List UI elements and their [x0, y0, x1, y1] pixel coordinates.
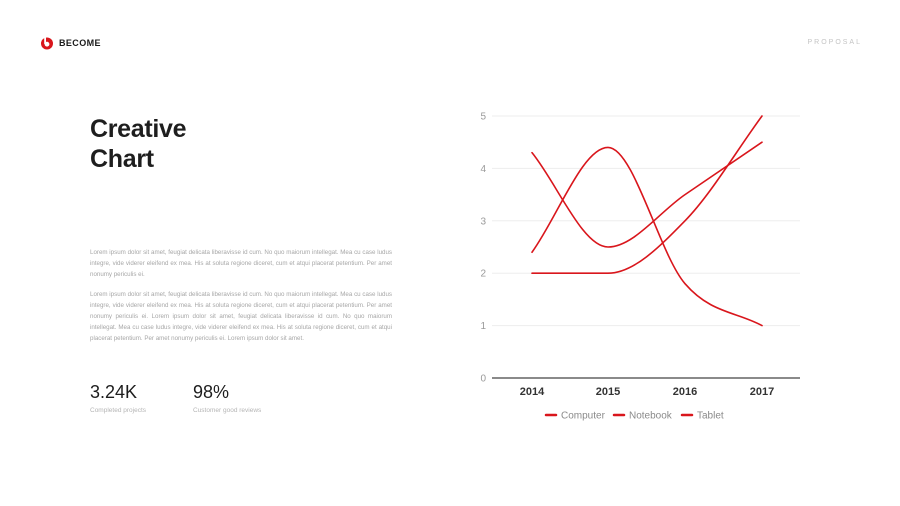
- brand: BECOME: [40, 36, 101, 50]
- header-label: PROPOSAL: [807, 39, 862, 46]
- stat-label: Customer good reviews: [193, 407, 262, 414]
- y-tick-label: 0: [480, 374, 486, 385]
- x-tick-label: 2017: [750, 386, 774, 398]
- stat-customer-reviews: 98% Customer good reviews: [193, 381, 261, 414]
- legend-label: Notebook: [629, 411, 673, 422]
- y-tick-label: 3: [480, 216, 486, 227]
- legend-label: Tablet: [697, 411, 724, 422]
- y-tick-label: 5: [480, 112, 486, 123]
- page-title-line-1: Creative: [90, 115, 187, 143]
- stat-label: Completed projects: [90, 407, 146, 414]
- line-chart: 0 1 2 3 4 5 2014 2015 2016 2017 Computer Notebook Ta…: [480, 112, 800, 422]
- y-tick-label: 4: [480, 164, 486, 175]
- page-title: Creative Chart: [90, 114, 187, 174]
- y-tick-label: 2: [480, 269, 486, 280]
- paragraph-2: Lorem ipsum dolor sit amet, feugiat deli…: [90, 291, 392, 342]
- x-tick-label: 2015: [596, 386, 620, 398]
- paragraph-1: Lorem ipsum dolor sit amet, feugiat deli…: [90, 249, 392, 278]
- series-line-tablet: [531, 146, 763, 327]
- page-title-line-2: Chart: [90, 145, 154, 173]
- x-tick-label: 2014: [520, 386, 545, 398]
- legend-label: Computer: [561, 411, 606, 422]
- series-line-notebook: [531, 141, 763, 248]
- brand-logo-icon: [41, 37, 53, 50]
- stat-value: 3.24K: [90, 382, 138, 402]
- x-tick-label: 2016: [673, 386, 697, 398]
- y-tick-label: 1: [480, 321, 486, 332]
- stat-completed-projects: 3.24K Completed projects: [90, 381, 146, 414]
- brand-name: BECOME: [59, 38, 101, 48]
- stat-value: 98%: [193, 382, 230, 402]
